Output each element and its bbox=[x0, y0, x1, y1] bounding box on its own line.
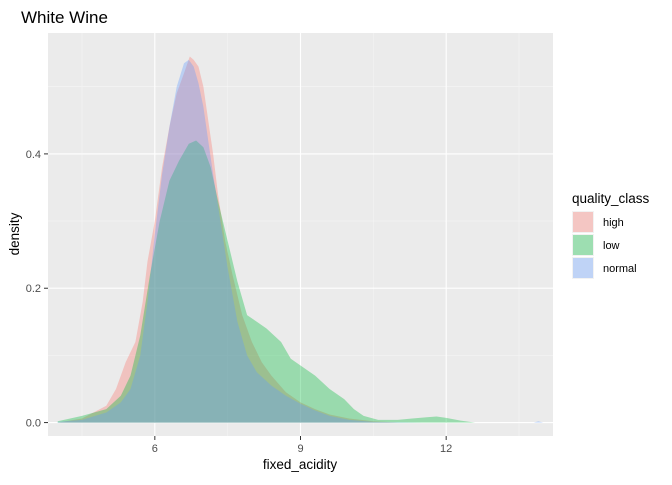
legend-label-high: high bbox=[603, 217, 624, 229]
density-area-high bbox=[57, 56, 398, 423]
density-areas bbox=[57, 56, 544, 423]
x-axis-label: fixed_acidity bbox=[263, 457, 338, 472]
chart-title: White Wine bbox=[21, 8, 108, 27]
legend-label-normal: normal bbox=[603, 263, 637, 275]
legend-items: high low normal bbox=[572, 211, 637, 279]
y-tick-label: 0.4 bbox=[26, 149, 41, 161]
legend-label-low: low bbox=[603, 240, 620, 252]
legend-key-background bbox=[572, 257, 594, 279]
legend-key-background bbox=[572, 234, 594, 256]
legend-title: quality_class bbox=[572, 191, 650, 206]
y-tick-label: 0.0 bbox=[26, 418, 41, 430]
x-axis: 6 9 12 bbox=[152, 436, 452, 455]
density-area-normal bbox=[57, 59, 544, 423]
legend-swatch-high bbox=[573, 212, 593, 232]
y-axis-label: density bbox=[7, 212, 22, 255]
legend-swatch-normal bbox=[573, 258, 593, 278]
x-tick-label: 6 bbox=[152, 443, 158, 455]
y-tick-label: 0.2 bbox=[26, 283, 41, 295]
legend-key-background bbox=[572, 211, 594, 233]
density-area-low bbox=[57, 140, 476, 423]
y-axis: 0.0 0.2 0.4 bbox=[26, 149, 48, 430]
x-tick-label: 12 bbox=[440, 443, 452, 455]
major-grid bbox=[48, 33, 553, 436]
legend-swatch-low bbox=[573, 235, 593, 255]
x-tick-label: 9 bbox=[297, 443, 303, 455]
legend: quality_class high low normal bbox=[572, 191, 650, 279]
